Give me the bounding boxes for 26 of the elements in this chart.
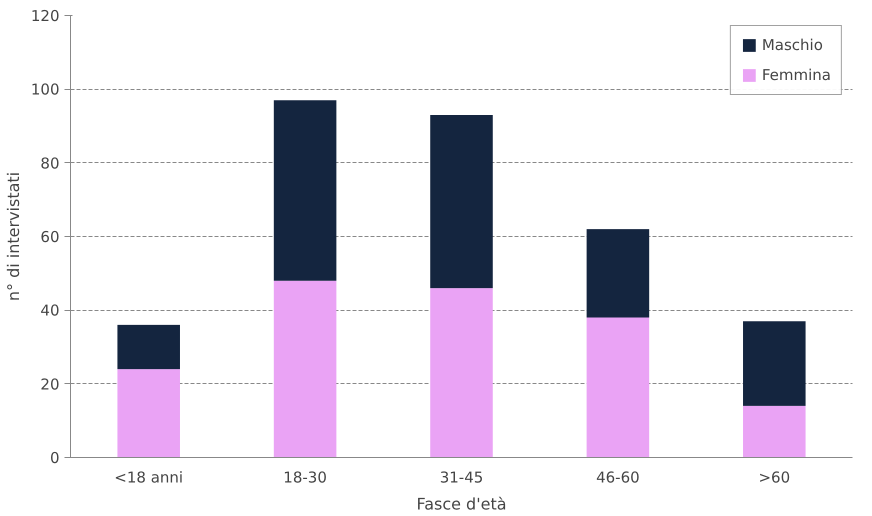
bar [586,229,650,318]
legend-label: Maschio [762,36,823,54]
bar [430,114,493,288]
x-tick-label: >60 [758,468,790,486]
bar [586,318,650,458]
bar [743,406,806,458]
y-tick-label: 20 [40,375,60,394]
y-tick-label: 120 [30,7,60,25]
y-tick-label: 100 [30,80,60,99]
y-tick-label: 40 [40,302,60,320]
bar [274,280,336,458]
x-tick-label: 18-30 [283,468,327,486]
bar [430,288,493,458]
y-tick-label: 80 [40,154,60,172]
x-tick-label: <18 anni [114,468,184,486]
x-axis-title: Fasce d'età [416,494,507,514]
y-tick-label: 0 [50,449,60,467]
x-tick-label: 31-45 [440,468,484,486]
y-tick-label: 60 [40,228,60,246]
legend-label: Femmina [762,66,831,84]
x-tick-label: 46-60 [596,468,640,486]
bar [274,100,336,281]
y-axis-title: n° di intervistati [4,172,23,302]
bar [117,369,180,458]
bar [743,321,806,406]
bar [117,324,180,370]
